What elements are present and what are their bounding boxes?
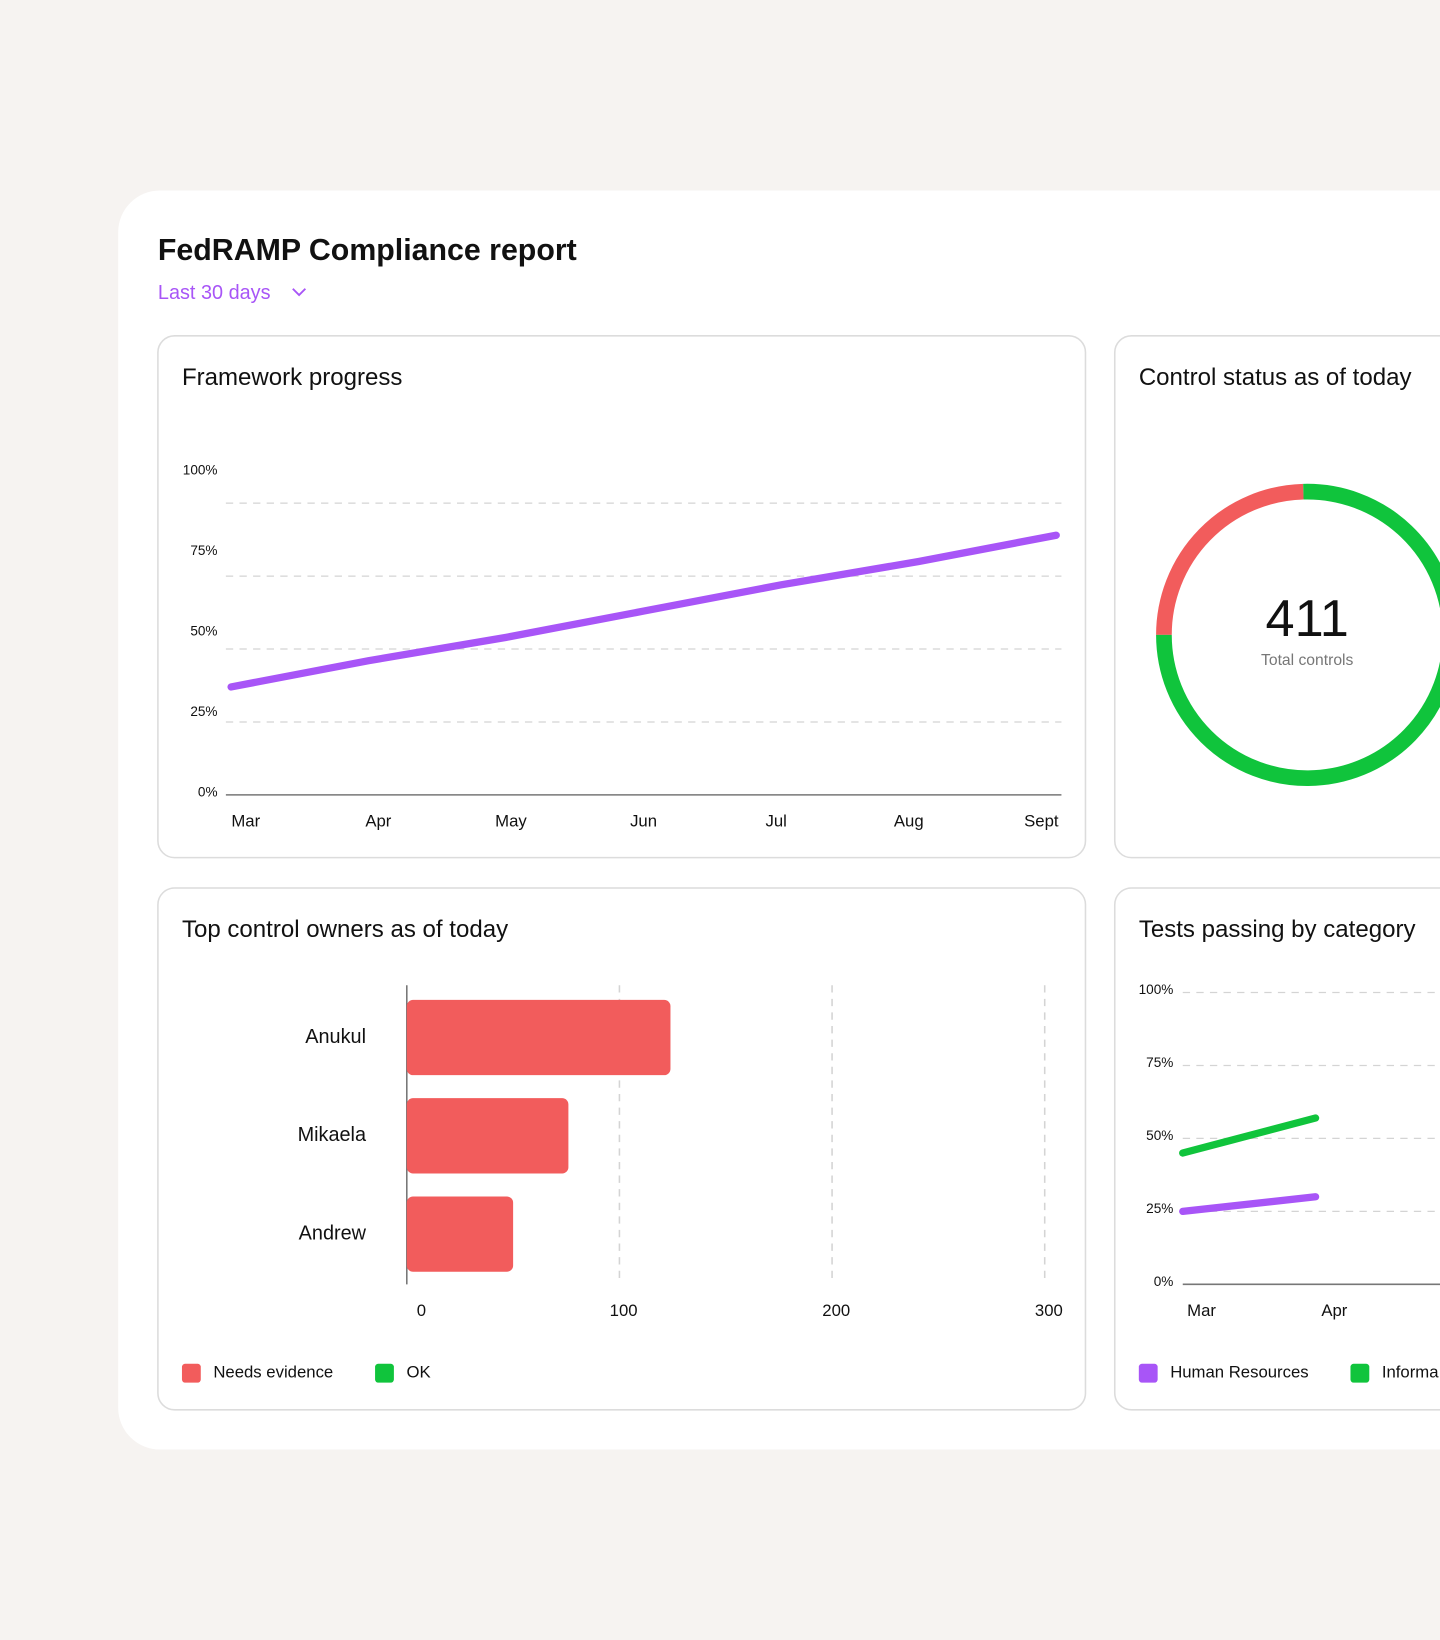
panel [1113,887,1440,1411]
panel-title: Framework progress [182,364,403,391]
x-tick-label: 100 [610,1301,638,1320]
bar [406,1098,569,1174]
bar [406,1196,514,1272]
x-tick-label: Aug [894,812,924,831]
y-tick-label: 25% [190,704,217,719]
legend-swatch [181,1363,201,1383]
legend-label: Informa [1382,1363,1439,1382]
x-tick-label: May [495,812,527,831]
x-tick-label: Apr [365,812,391,831]
y-tick-label: 0% [1154,1274,1174,1289]
y-tick-label: 75% [190,543,217,558]
legend-swatch [375,1363,394,1383]
total-label: Total controls [1261,652,1353,669]
bar [406,999,671,1076]
panel [157,335,1087,859]
y-tick-label: 75% [1146,1055,1173,1070]
period-dropdown[interactable]: Last 30 days [158,282,271,304]
dropdown-chevron[interactable] [292,288,307,297]
donut-segment [1156,483,1304,635]
data-line [1179,1114,1320,1157]
x-tick-label: 200 [822,1301,850,1320]
x-tick-label: Jun [630,812,657,831]
legend-label: Human Resources [1170,1363,1308,1382]
data-line [227,531,1060,691]
y-tick-label: Anukul [305,1026,366,1048]
panel-title: Control status as of today [1139,364,1412,391]
legend-label: OK [406,1363,430,1382]
y-tick-label: Mikaela [298,1124,367,1146]
x-tick-label: Jul [765,812,786,831]
x-tick-label: Sept [1024,812,1059,831]
legend-swatch [1138,1363,1158,1383]
x-tick-label: 0 [417,1301,426,1320]
data-line [1179,1193,1320,1216]
x-tick-label: Mar [1187,1301,1216,1320]
panel-title: Top control owners as of today [182,916,508,943]
total-value: 411 [1266,590,1349,648]
legend-swatch [1350,1363,1370,1383]
y-tick-label: 100% [1139,982,1174,997]
y-tick-label: Andrew [299,1222,367,1244]
report-title: FedRAMP Compliance report [158,234,577,267]
legend-label: Needs evidence [213,1363,333,1382]
y-tick-label: 50% [190,623,217,638]
y-tick-label: 0% [198,784,218,799]
panel-title: Tests passing by category [1139,916,1416,943]
x-tick-label: Mar [231,812,260,831]
x-tick-label: Apr [1321,1301,1347,1320]
x-tick-label: 300 [1035,1301,1063,1320]
panel [157,887,1087,1411]
donut-segment [1156,483,1440,787]
y-tick-label: 50% [1146,1128,1173,1143]
y-tick-label: 25% [1146,1201,1173,1216]
y-tick-label: 100% [183,462,218,477]
